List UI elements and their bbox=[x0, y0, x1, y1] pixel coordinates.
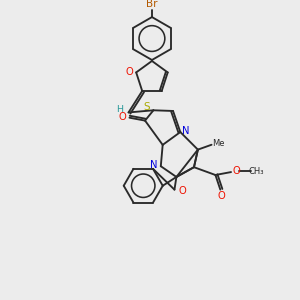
Text: O: O bbox=[232, 166, 240, 176]
Text: Me: Me bbox=[212, 139, 225, 148]
Text: O: O bbox=[125, 68, 133, 77]
Text: O: O bbox=[119, 112, 127, 122]
Text: O: O bbox=[178, 186, 186, 196]
Text: Br: Br bbox=[146, 0, 158, 9]
Text: N: N bbox=[150, 160, 158, 170]
Text: N: N bbox=[182, 126, 190, 136]
Text: CH₃: CH₃ bbox=[249, 167, 264, 176]
Text: H: H bbox=[116, 105, 123, 114]
Text: S: S bbox=[143, 102, 150, 112]
Text: O: O bbox=[218, 191, 225, 202]
